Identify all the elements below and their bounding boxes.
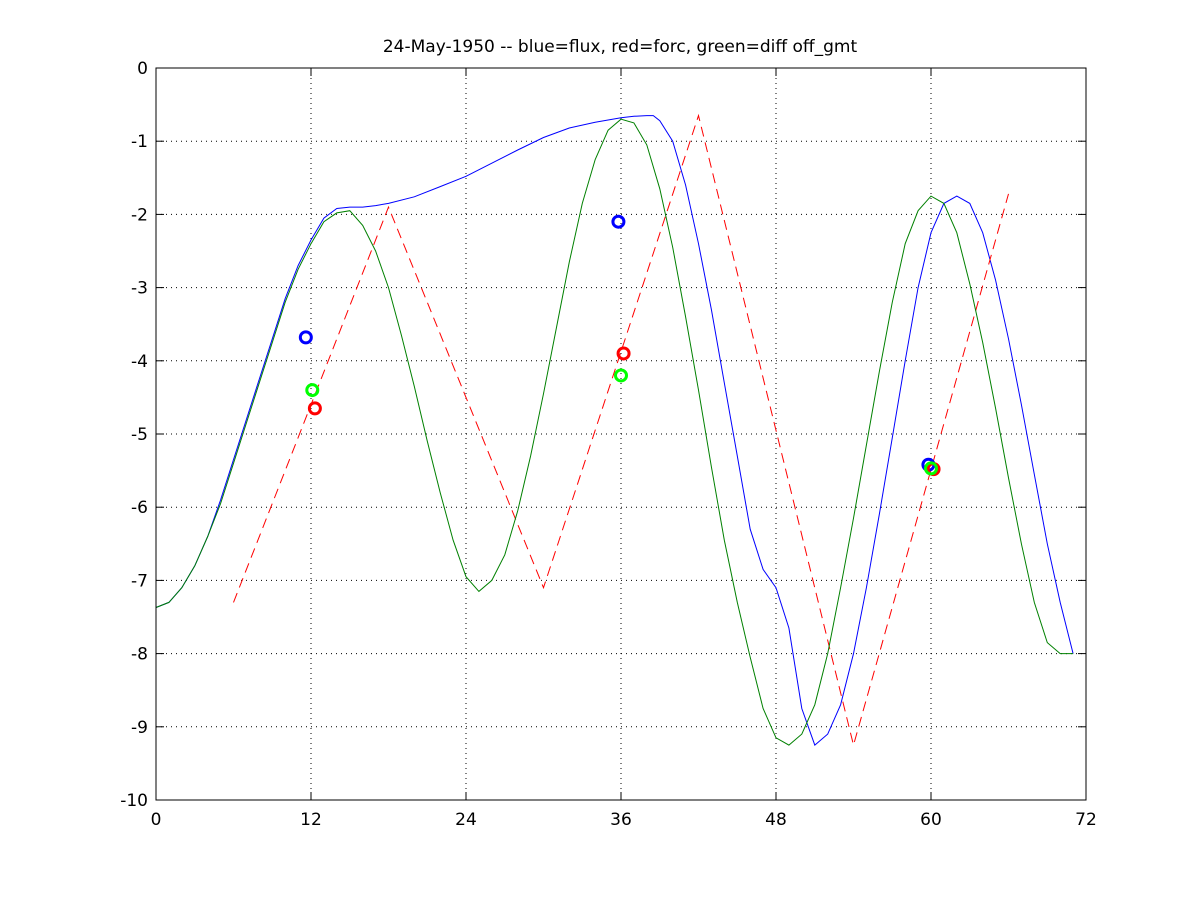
y-tick-label: -5 bbox=[131, 425, 148, 445]
y-tick-label: -9 bbox=[131, 718, 148, 738]
x-tick-label: 60 bbox=[920, 810, 942, 830]
marker-layer bbox=[298, 214, 941, 477]
y-tick-label: 0 bbox=[137, 59, 148, 79]
x-tick-label: 72 bbox=[1075, 810, 1097, 830]
circle-marker bbox=[616, 346, 631, 361]
circle-marker bbox=[305, 383, 320, 398]
grid-layer bbox=[156, 68, 1086, 800]
x-tick-label: 36 bbox=[610, 810, 632, 830]
x-tick-label: 0 bbox=[151, 810, 162, 830]
circle-marker bbox=[924, 461, 938, 476]
circle-marker bbox=[298, 330, 313, 345]
x-tick-label: 24 bbox=[455, 810, 477, 830]
y-tick-label: -1 bbox=[131, 132, 148, 152]
tick-layer: 0 12 24 36 48 60 72 0 -1 -2 -3 -4 -5 -6 -7 -8 -9 -10 bbox=[120, 59, 1097, 830]
circle-marker bbox=[614, 368, 628, 383]
red-forc-dashed-line bbox=[233, 113, 1009, 748]
circle-marker bbox=[611, 214, 626, 229]
chart-title: 24-May-1950 -- blue=flux, red=forc, gree… bbox=[383, 37, 858, 57]
y-tick-label: -2 bbox=[131, 205, 148, 225]
blue-flux-line bbox=[155, 115, 1074, 746]
y-tick-label: -8 bbox=[131, 645, 148, 665]
x-tick-label: 12 bbox=[300, 810, 322, 830]
y-tick-label: -6 bbox=[131, 498, 148, 518]
y-tick-label: -3 bbox=[131, 279, 148, 299]
y-tick-label: -10 bbox=[120, 791, 148, 811]
circle-marker bbox=[307, 401, 322, 416]
y-tick-label: -4 bbox=[131, 352, 148, 372]
green-diff-line bbox=[155, 118, 1074, 746]
series-layer bbox=[155, 113, 1074, 748]
y-tick-label: -7 bbox=[131, 571, 148, 591]
x-tick-label: 48 bbox=[765, 810, 787, 830]
